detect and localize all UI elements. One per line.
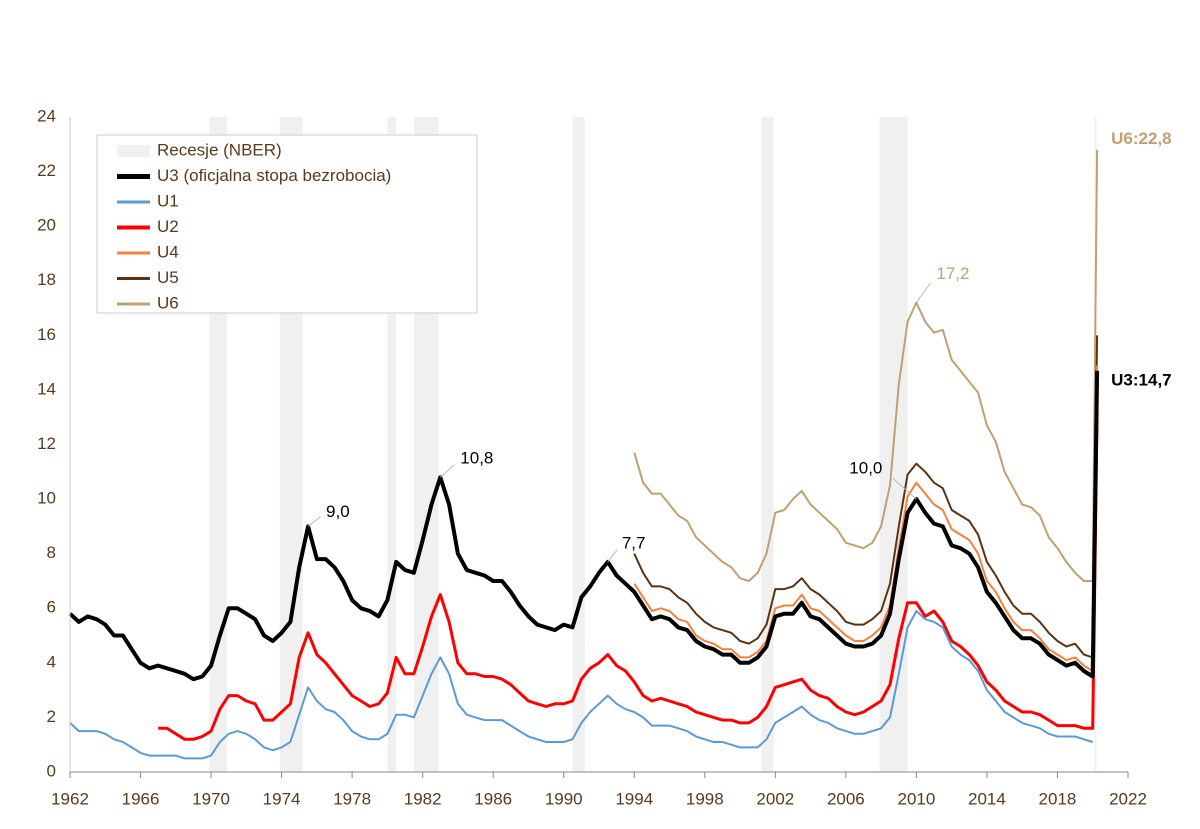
- annotation-label: 10,8: [460, 449, 493, 468]
- legend-label: U3 (oficjalna stopa bezrobocia): [157, 166, 391, 185]
- legend-swatch: [117, 145, 150, 157]
- x-tick-label: 1986: [474, 789, 512, 808]
- y-tick-label: 4: [47, 652, 56, 671]
- y-tick-label: 6: [47, 598, 56, 617]
- recession-band: [572, 117, 585, 772]
- x-tick-label: 2010: [897, 789, 935, 808]
- recession-band: [387, 117, 397, 772]
- x-tick-label: 2018: [1039, 789, 1077, 808]
- x-tick-label: 1982: [404, 789, 442, 808]
- y-tick-label: 8: [47, 543, 56, 562]
- x-tick-label: 2006: [827, 789, 865, 808]
- series-line: [633, 149, 1099, 582]
- annotation-leader: [307, 516, 321, 527]
- legend-label: U4: [157, 242, 179, 261]
- annotation-leader: [892, 477, 917, 500]
- x-tick-label: 2014: [968, 789, 1006, 808]
- y-tick-label: 14: [37, 379, 56, 398]
- x-tick-label: 1994: [615, 789, 653, 808]
- x-tick-label: 1974: [263, 789, 301, 808]
- y-tick-label: 0: [47, 761, 56, 780]
- series-line: [633, 335, 1099, 659]
- annotation-label: 17,2: [936, 264, 969, 283]
- series-line: [69, 610, 1093, 760]
- lines: 9,0 10,8 7,7 10,0 17,2 U6:22,8 U3:14,7: [68, 129, 1172, 760]
- legend: Recesje (NBER) U3 (oficjalna stopa bezrob…: [96, 134, 478, 314]
- x-tick-label: 2022: [1109, 789, 1147, 808]
- x-tick-label: 1978: [333, 789, 371, 808]
- x-tick-label: 1962: [51, 789, 89, 808]
- x-tick-label: 1990: [545, 789, 583, 808]
- legend-box: [96, 134, 478, 314]
- x-tick-label: 1970: [192, 789, 230, 808]
- series-line: [158, 411, 1099, 741]
- x-tick-label: 1966: [122, 789, 160, 808]
- recession-band: [761, 117, 774, 772]
- y-tick-label: 16: [37, 325, 56, 344]
- y-tick-label: 10: [37, 489, 56, 508]
- series-line: [633, 365, 1099, 672]
- annotation-leader: [607, 548, 619, 563]
- annotation-label: U3:14,7: [1111, 370, 1171, 389]
- legend-label: Recesje (NBER): [157, 140, 282, 159]
- annotation-label: 7,7: [622, 533, 646, 552]
- legend-label: U2: [157, 217, 179, 236]
- annotation-leader: [915, 282, 931, 303]
- y-tick-label: 24: [37, 106, 56, 125]
- annotation-label: 10,0: [849, 459, 882, 478]
- y-tick-label: 2: [47, 707, 56, 726]
- annotation-label: 9,0: [326, 502, 350, 521]
- legend-label: U1: [157, 191, 179, 210]
- legend-label: U5: [157, 268, 179, 287]
- x-tick-label: 2002: [756, 789, 794, 808]
- legend-label: U6: [157, 293, 179, 312]
- annotation-label: U6:22,8: [1111, 129, 1171, 148]
- y-tick-label: 18: [37, 270, 56, 289]
- series-line: [68, 370, 1100, 682]
- y-tick-label: 22: [37, 161, 56, 180]
- annotation-leader: [439, 464, 455, 478]
- y-tick-label: 20: [37, 216, 56, 235]
- y-tick-label: 12: [37, 434, 56, 453]
- x-tick-label: 1998: [686, 789, 724, 808]
